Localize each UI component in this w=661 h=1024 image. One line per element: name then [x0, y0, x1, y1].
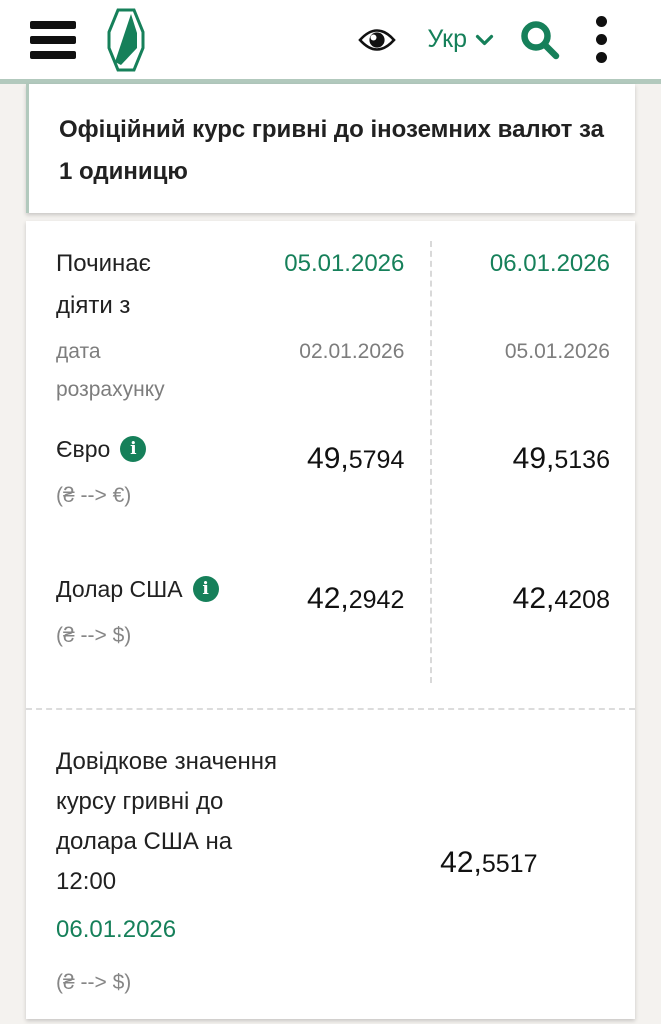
rate-value-usd-col1: 42,2942: [307, 582, 405, 615]
effective-date-col2: 06.01.2026: [489, 250, 610, 277]
reference-pair: (₴ --> $): [56, 971, 132, 994]
currency-pair-usd: (₴ --> $): [56, 624, 132, 647]
table-row-usd: Долар США i (₴ --> $) 42,2942 42,4208: [26, 573, 635, 651]
page-title: Офіційний курс гривні до іноземних валют…: [59, 116, 604, 185]
reference-rate-section: Довідкове значення курсу гривні до долар…: [26, 710, 635, 1018]
topbar: Укр: [0, 0, 661, 84]
hamburger-menu-icon[interactable]: [30, 20, 76, 59]
calc-date-col2: 05.01.2026: [504, 340, 610, 363]
currency-pair-eur: (₴ --> €): [56, 484, 132, 507]
rates-table: Починає діяти з 05.01.2026 06.01.2026 да…: [26, 221, 635, 708]
currency-name-usd: Долар США i: [56, 573, 228, 605]
info-icon[interactable]: i: [192, 576, 219, 602]
currency-name-eur: Євро i: [56, 433, 228, 465]
calc-date-col1: 02.01.2026: [299, 340, 405, 363]
title-card: Офіційний курс гривні до іноземних валют…: [26, 84, 635, 213]
kebab-menu-icon[interactable]: [592, 12, 611, 67]
language-label: Укр: [427, 25, 467, 53]
search-icon[interactable]: [518, 18, 562, 62]
effective-date-label: Починає діяти з: [56, 250, 151, 319]
nbu-logo-icon[interactable]: [102, 7, 150, 73]
table-row-eur: Євро i (₴ --> €) 49,5794 49,5136: [26, 433, 635, 511]
chevron-down-icon: [475, 25, 494, 54]
column-divider: [429, 241, 432, 683]
page-content: Офіційний курс гривні до іноземних валют…: [0, 84, 661, 1019]
rate-value-eur-col2: 49,5136: [512, 442, 610, 475]
accessibility-eye-icon[interactable]: [357, 25, 397, 55]
rates-card: Починає діяти з 05.01.2026 06.01.2026 да…: [26, 221, 635, 1019]
rate-value-eur-col1: 49,5794: [307, 442, 405, 475]
language-selector[interactable]: Укр: [427, 25, 494, 54]
reference-rate-value: 42,5517: [440, 846, 538, 879]
table-row-calc-date: дата розрахунку 02.01.2026 05.01.2026: [26, 333, 635, 409]
effective-date-col1: 05.01.2026: [284, 250, 405, 277]
calc-date-label: дата розрахунку: [56, 340, 165, 401]
info-icon[interactable]: i: [120, 436, 147, 462]
rate-value-usd-col2: 42,4208: [512, 582, 610, 615]
reference-date: 06.01.2026: [56, 916, 177, 943]
table-row-effective-date: Починає діяти з 05.01.2026 06.01.2026: [26, 243, 635, 327]
reference-label: Довідкове значення курсу гривні до долар…: [56, 748, 278, 895]
section-divider: [26, 708, 635, 710]
